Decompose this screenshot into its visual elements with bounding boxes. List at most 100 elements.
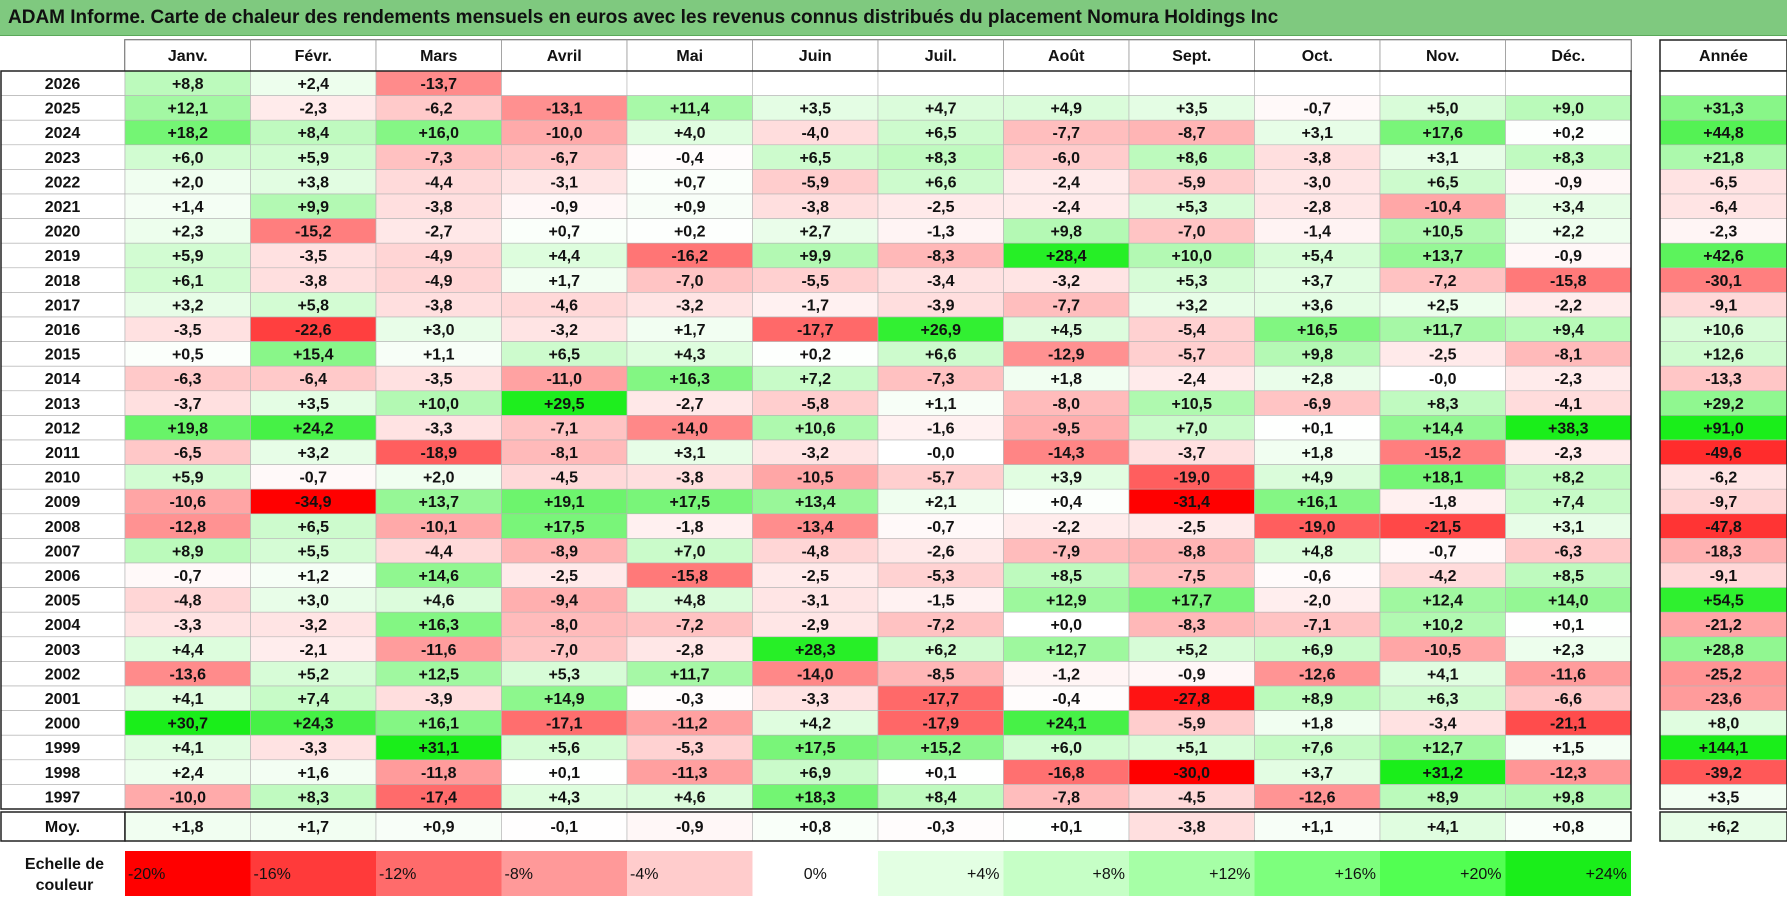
heatmap-cell xyxy=(626,242,753,269)
heatmap-cell xyxy=(1128,242,1255,269)
year-label: 1997 xyxy=(45,789,81,806)
average-cell-value: -0,3 xyxy=(927,819,955,836)
heatmap-cell-value: -1,4 xyxy=(1303,224,1331,241)
heatmap-cell xyxy=(375,439,502,465)
heatmap-cell-value: +3,2 xyxy=(1176,297,1208,314)
heatmap-cell-value: +19,8 xyxy=(168,420,209,437)
heatmap-cell-value: +13,7 xyxy=(419,494,460,511)
heatmap-cell-value: -0,9 xyxy=(1554,248,1582,265)
annual-cell xyxy=(1659,587,1787,613)
heatmap-cell xyxy=(124,661,251,687)
heatmap-cell-value: +16,5 xyxy=(1297,322,1338,339)
heatmap-cell-value: +0,1 xyxy=(548,765,580,782)
heatmap-cell-value: +30,7 xyxy=(168,716,209,733)
heatmap-cell-value: -27,8 xyxy=(1174,691,1211,708)
heatmap-cell-value: -8,1 xyxy=(1554,347,1582,364)
annual-cell-value: -13,3 xyxy=(1705,371,1742,388)
heatmap-cell xyxy=(375,464,502,490)
heatmap-cell-value: +11,7 xyxy=(670,666,710,683)
heatmap-cell-value: +24,2 xyxy=(293,420,334,437)
heatmap-cell-value: +8,9 xyxy=(1301,691,1333,708)
annual-cell-value: +21,8 xyxy=(1703,150,1744,167)
heatmap-cell xyxy=(1003,390,1130,416)
heatmap-cell xyxy=(752,562,879,588)
average-cell xyxy=(877,811,1004,842)
heatmap-cell-value: -7,0 xyxy=(550,642,578,659)
month-header-cell xyxy=(1003,39,1130,72)
heatmap-cell-value: -13,6 xyxy=(170,666,207,683)
heatmap-cell-value: -7,0 xyxy=(676,273,704,290)
heatmap-cell-value: -17,7 xyxy=(923,691,960,708)
heatmap-cell-value: +0,1 xyxy=(925,765,957,782)
heatmap-cell xyxy=(1003,119,1130,146)
heatmap-cell xyxy=(626,611,753,638)
annual-cell-value: -9,7 xyxy=(1710,494,1738,511)
heatmap-cell xyxy=(1254,538,1381,564)
heatmap-cell-value: +16,1 xyxy=(1297,494,1338,511)
heatmap-cell-value: -8,3 xyxy=(927,248,955,265)
year-cell xyxy=(0,218,126,244)
heatmap-cell-value: -2,4 xyxy=(1052,199,1080,216)
heatmap-cell xyxy=(501,562,628,588)
heatmap-cell-value: -10,4 xyxy=(1425,199,1462,216)
heatmap-cell xyxy=(124,119,251,146)
heatmap-cell-value: +2,4 xyxy=(172,765,204,782)
heatmap-cell-value: -7,7 xyxy=(1052,125,1080,142)
heatmap-cell xyxy=(1003,439,1130,465)
heatmap-cell xyxy=(1379,70,1506,96)
heatmap-cell xyxy=(752,341,879,367)
annual-cell-value: -21,2 xyxy=(1705,617,1742,634)
heatmap-cell-value: +24,3 xyxy=(293,716,334,733)
heatmap-cell xyxy=(501,488,628,515)
heatmap-cell-value: -7,1 xyxy=(1303,617,1331,634)
heatmap-cell-value: -3,1 xyxy=(550,174,578,191)
heatmap-cell xyxy=(626,341,753,367)
heatmap-cell xyxy=(1379,316,1506,342)
heatmap-cell-value: -3,2 xyxy=(801,445,829,462)
heatmap-cell-value: +4,2 xyxy=(799,716,831,733)
heatmap-cell xyxy=(1128,759,1255,785)
heatmap-cell-value: -15,8 xyxy=(672,568,709,585)
heatmap-cell-value: -2,3 xyxy=(1554,371,1582,388)
heatmap-cell xyxy=(250,316,377,342)
scale-swatch xyxy=(376,851,502,896)
average-cell xyxy=(375,811,502,842)
scale-label: +20% xyxy=(1460,866,1501,883)
heatmap-cell-value: +6,5 xyxy=(1427,174,1459,191)
heatmap-cell xyxy=(501,365,628,392)
heatmap-cell-value: +28,3 xyxy=(795,642,836,659)
year-label: 2022 xyxy=(45,174,81,191)
annual-cell-value: -18,3 xyxy=(1705,543,1742,560)
heatmap-cell xyxy=(375,292,502,318)
heatmap-cell xyxy=(1254,611,1381,638)
average-cell xyxy=(1379,811,1506,842)
heatmap-cell-value: -2,9 xyxy=(801,617,829,634)
heatmap-cell-value: -2,1 xyxy=(299,642,327,659)
annual-cell-value: -23,6 xyxy=(1705,691,1742,708)
heatmap-cell-value: -10,5 xyxy=(1425,642,1462,659)
scale-title-line2: couleur xyxy=(36,877,94,894)
heatmap-cell xyxy=(1254,316,1381,342)
heatmap-cell-value: -2,6 xyxy=(927,543,955,560)
heatmap-cell-value: +3,0 xyxy=(297,593,329,610)
annual-cell-value: +54,5 xyxy=(1703,593,1744,610)
heatmap-cell-value: -14,0 xyxy=(672,420,709,437)
heatmap-cell xyxy=(124,685,251,711)
heatmap-cell xyxy=(877,734,1004,761)
heatmap-cell-value: +3,1 xyxy=(1301,125,1333,142)
heatmap-cell xyxy=(1003,661,1130,687)
heatmap-cell xyxy=(752,144,879,170)
heatmap-cell xyxy=(501,169,628,195)
heatmap-cell-value: +13,7 xyxy=(1423,248,1464,265)
heatmap-cell xyxy=(124,365,251,392)
average-cell-value: +0,1 xyxy=(1050,819,1082,836)
heatmap-cell-value: +2,0 xyxy=(172,174,204,191)
heatmap-cell xyxy=(1379,365,1506,392)
heatmap-cell xyxy=(1379,267,1506,293)
annual-cell xyxy=(1659,218,1787,244)
heatmap-cell xyxy=(1128,488,1255,515)
heatmap-cell-value: -14,3 xyxy=(1048,445,1085,462)
scale-swatch xyxy=(125,851,251,896)
heatmap-cell-value: +4,1 xyxy=(1427,666,1459,683)
heatmap-cell-value: -7,7 xyxy=(1052,297,1080,314)
